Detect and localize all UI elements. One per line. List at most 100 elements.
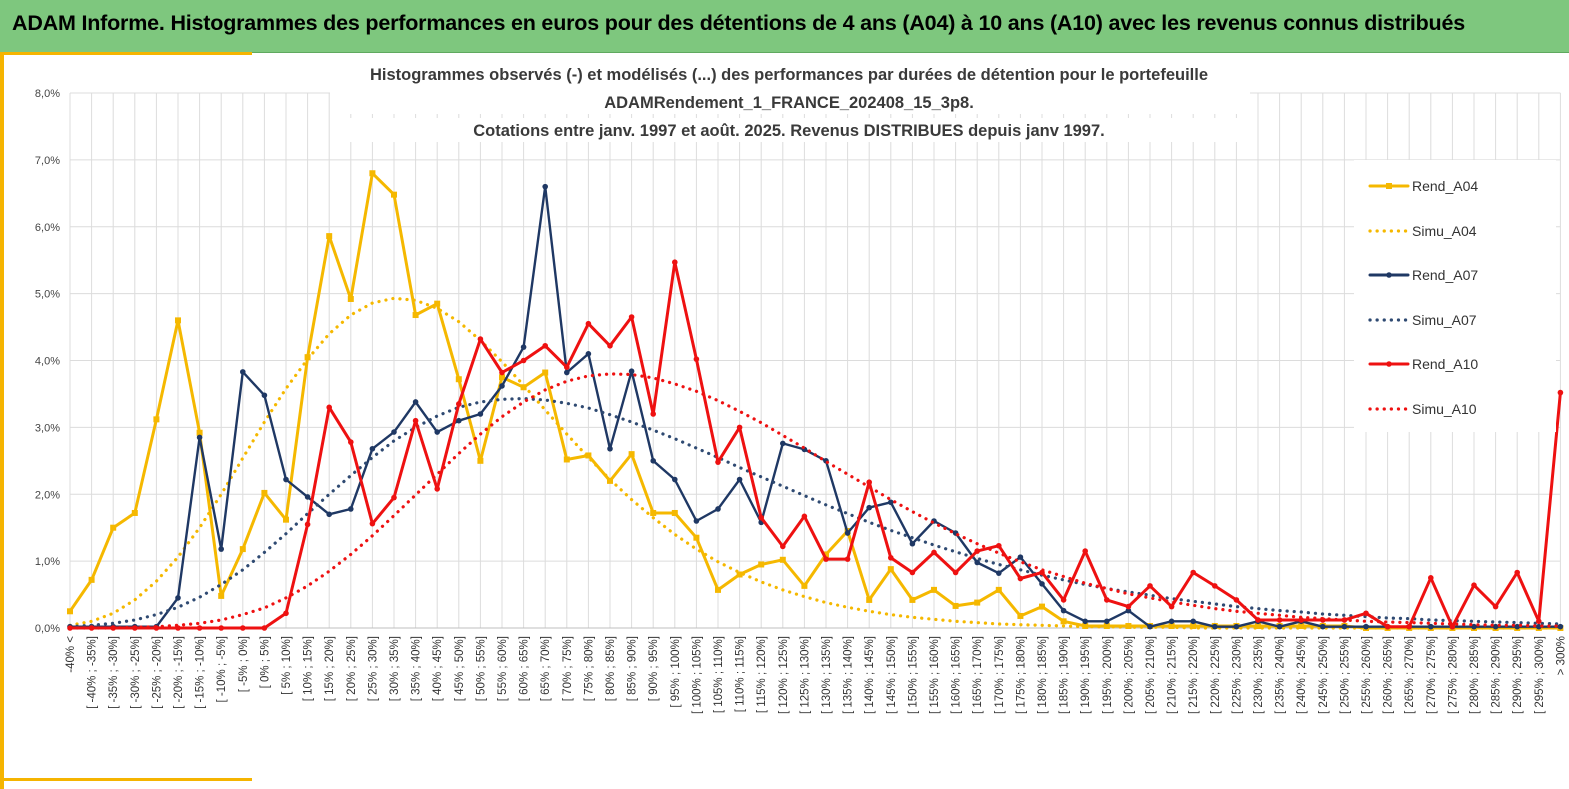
x-tick-label: [ 195% ; 200%] — [1102, 636, 1114, 714]
data-point — [499, 374, 505, 381]
x-tick-label: [ 115% ; 120%] — [756, 636, 768, 713]
data-point — [218, 546, 224, 552]
data-point — [542, 342, 548, 349]
x-tick-label: [ 105% ; 110%] — [713, 636, 725, 713]
data-point — [844, 556, 851, 562]
data-point — [671, 509, 678, 516]
series-line-rend_a04 — [68, 171, 1562, 630]
data-point — [931, 549, 937, 556]
series-line-simu_a04 — [68, 296, 1563, 630]
data-point — [1212, 623, 1218, 630]
data-point — [261, 392, 268, 399]
data-point — [326, 233, 333, 240]
data-point — [736, 476, 743, 483]
data-point — [240, 369, 246, 375]
data-point — [607, 445, 613, 452]
x-tick-label: [ -30% ; -25%] — [130, 636, 142, 709]
data-point — [1104, 597, 1110, 603]
x-tick-label: [ 155% ; 160%] — [929, 636, 941, 714]
y-tick-label: 4,0% — [35, 356, 60, 368]
data-point — [801, 582, 808, 589]
legend-label-rend_a04: Rend_A04 — [1412, 178, 1478, 194]
data-point — [175, 595, 181, 601]
data-point — [1536, 618, 1542, 625]
legend-marker — [1386, 183, 1392, 189]
data-point — [1168, 622, 1175, 629]
data-point — [218, 592, 225, 599]
data-point — [347, 295, 354, 302]
data-point — [1168, 603, 1175, 610]
data-point — [564, 364, 570, 370]
chart-series — [67, 170, 1564, 631]
data-point — [196, 625, 203, 631]
data-point — [412, 417, 419, 424]
data-point — [1557, 389, 1564, 396]
data-point — [866, 504, 872, 511]
x-tick-label: [ 140% ; 145%] — [864, 636, 876, 714]
x-tick-label: [ -15% ; -10%] — [195, 636, 207, 709]
x-tick-label: [ 255% ; 260%] — [1361, 636, 1373, 714]
data-point — [736, 571, 743, 578]
data-point — [326, 511, 333, 518]
x-tick-label: [ 90% ; 95%] — [648, 636, 660, 701]
legend-label-rend_a10: Rend_A10 — [1412, 356, 1478, 372]
data-point — [1557, 623, 1564, 630]
data-point — [283, 516, 289, 523]
data-point — [110, 524, 117, 531]
data-point — [131, 509, 138, 516]
x-tick-label: [ 230% ; 235%] — [1253, 636, 1265, 714]
data-point — [1082, 548, 1088, 554]
x-tick-label: [ 20% ; 25%] — [346, 636, 358, 701]
x-tick-label: [ 15% ; 20%] — [324, 636, 336, 701]
x-tick-label: [ 10% ; 15%] — [303, 636, 315, 701]
data-point — [1125, 607, 1132, 614]
data-point — [974, 548, 980, 554]
data-point — [1276, 617, 1283, 623]
data-point — [283, 476, 289, 483]
data-point — [1082, 618, 1088, 625]
data-point — [736, 424, 743, 431]
data-point — [1039, 581, 1045, 587]
data-point — [304, 521, 311, 528]
data-point — [628, 314, 635, 320]
data-point — [909, 540, 916, 547]
data-point — [563, 456, 570, 463]
y-tick-label: 2,0% — [35, 489, 60, 501]
data-point — [823, 556, 829, 562]
data-point — [780, 543, 786, 550]
data-point — [952, 569, 959, 576]
data-point — [1298, 622, 1305, 629]
chart-title-backdrop — [330, 62, 1250, 86]
chart-legend: Rend_A04 Simu_A04 Rend_A07 Simu_A07 Rend_A10… — [1354, 160, 1556, 432]
data-point — [564, 369, 570, 376]
x-tick-label: [ 170% ; 175%] — [994, 636, 1006, 714]
data-point — [952, 602, 959, 609]
data-point — [196, 429, 203, 436]
data-point — [715, 459, 721, 465]
chart-grid — [69, 92, 1561, 629]
data-point — [1492, 623, 1499, 630]
x-tick-label: [ 120% ; 125%] — [778, 636, 790, 714]
data-point — [1104, 618, 1110, 625]
data-point — [585, 351, 592, 357]
data-point — [1449, 623, 1456, 630]
x-tick-label: > 300% — [1555, 636, 1567, 675]
x-tick-label: [ 275% ; 280%] — [1447, 636, 1459, 714]
y-tick-label: 7,0% — [35, 155, 60, 167]
page-title: ADAM Informe. Histogrammes des performan… — [12, 11, 1465, 35]
accent-bar-left — [0, 52, 4, 789]
data-point — [67, 608, 73, 615]
data-point — [499, 369, 505, 376]
y-tick-label: 1,0% — [35, 556, 60, 568]
x-tick-label: [ 150% ; 155%] — [907, 636, 919, 714]
x-tick-label: [ 200% ; 205%] — [1123, 636, 1135, 714]
data-point — [888, 554, 894, 561]
x-tick-label: [ -5% ; 0%] — [238, 636, 250, 692]
data-point — [1125, 622, 1132, 629]
x-tick-label: [ 50% ; 55%] — [475, 636, 487, 701]
data-point — [1276, 623, 1283, 630]
data-point — [844, 530, 851, 536]
data-point — [1384, 623, 1391, 630]
data-point — [1060, 607, 1067, 614]
data-point — [369, 520, 376, 527]
